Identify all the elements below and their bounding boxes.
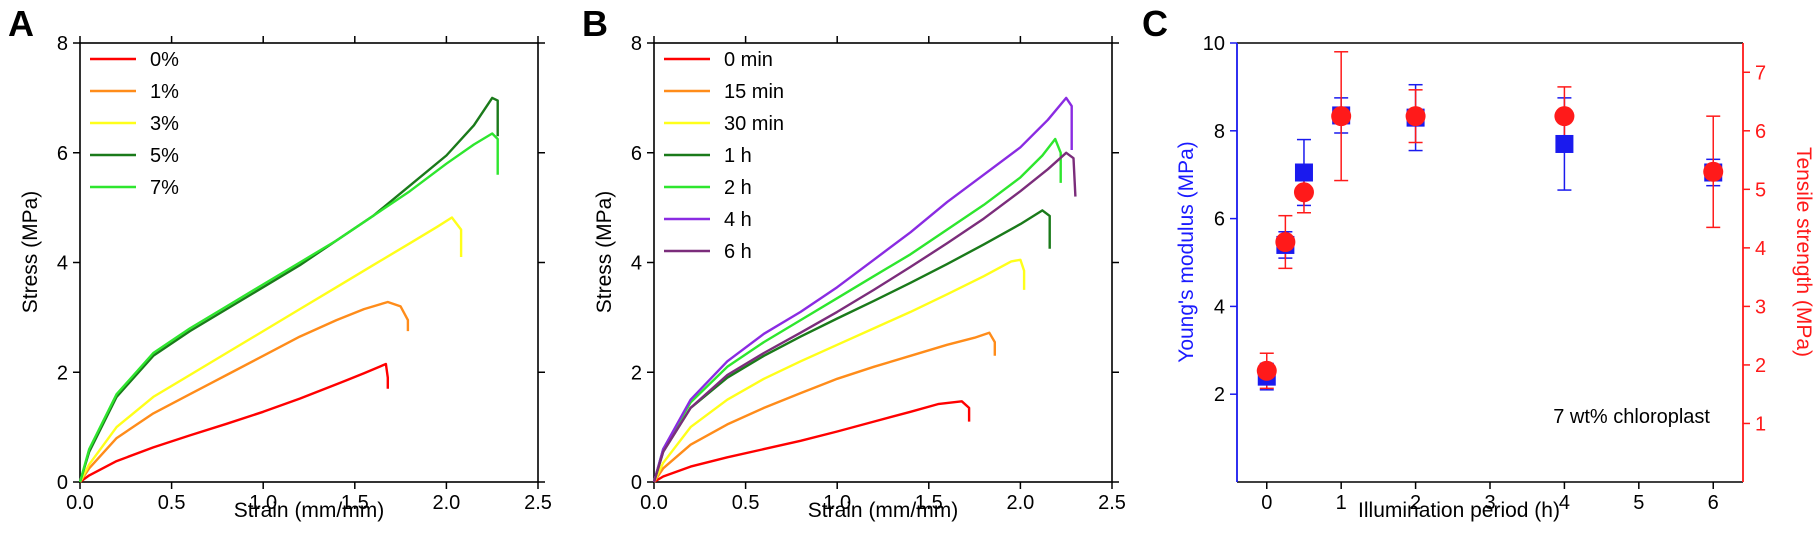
panel-c-point-circle (1554, 106, 1575, 127)
panel-b-xtick-label: 0.0 (640, 492, 668, 514)
panel-b-ytick-label: 4 (631, 253, 642, 275)
panel-c-letter: C (1142, 3, 1168, 44)
panel-b-ytick-label: 2 (631, 362, 642, 384)
panel-c-xtick-label: 2 (1410, 492, 1421, 514)
panel-b: B Strain (mm/mm) Stress (MPa) 0.0 0.5 1.0 1… (582, 3, 1126, 522)
panel-a-plot: 0.0 0.5 1.0 1.5 2.0 2.5 0 2 4 6 8 0% 1% 3% 5% 7% (57, 33, 552, 514)
panel-a-xlabel: Strain (mm/mm) (234, 499, 385, 522)
panel-b-ytick-label: 0 (631, 472, 642, 494)
panel-b-xtick-label: 2.5 (1098, 492, 1126, 514)
panel-a-xtick-label: 0.0 (66, 492, 94, 514)
panel-b-plot: 0.0 0.5 1.0 1.5 2.0 2.5 0 2 4 6 8 0 min 15 min 30 min… (631, 33, 1126, 514)
panel-a-series-line (78, 96, 499, 483)
panel-c-xlabel: Illumination period (h) (1358, 499, 1560, 522)
panel-a-series-line (78, 132, 499, 483)
panel-b-legend-label: 0 min (724, 49, 773, 71)
panel-c-y2tick-label: 2 (1755, 355, 1766, 377)
panel-a-legend-label: 3% (150, 113, 179, 135)
panel-c-ytick-label: 4 (1214, 296, 1225, 318)
panel-a-series-line (78, 216, 463, 483)
panel-a-series-line (79, 362, 389, 483)
panel-a-legend-label: 5% (150, 145, 179, 167)
panel-c-ylabel: Young's modulus (MPa) (1175, 141, 1198, 363)
panel-a-xtick-label: 1.0 (249, 492, 277, 514)
panel-c: C Illumination period (h) Young's modulu… (1142, 3, 1815, 522)
panel-c-point-circle (1275, 232, 1296, 253)
panel-a-ytick-label: 8 (57, 33, 68, 55)
panel-b-ylabel: Stress (MPa) (593, 191, 616, 314)
panel-b-xlabel: Strain (mm/mm) (808, 499, 959, 522)
panel-a-xtick-label: 2.0 (432, 492, 460, 514)
panel-c-y2tick-label: 3 (1755, 296, 1766, 318)
panel-b-ytick-label: 8 (631, 33, 642, 55)
panel-b-series-line (653, 400, 971, 484)
panel-c-point-circle (1331, 106, 1352, 127)
panel-c-xtick-label: 6 (1708, 492, 1719, 514)
panel-a-letter: A (8, 3, 34, 44)
panel-c-point-circle (1256, 360, 1277, 381)
panel-c-y2tick-label: 6 (1755, 121, 1766, 143)
panel-c-point-circle (1293, 182, 1314, 203)
panel-b-legend-label: 6 h (724, 241, 752, 263)
panel-c-xtick-label: 3 (1484, 492, 1495, 514)
panel-b-legend-label: 15 min (724, 81, 784, 103)
panel-a-xtick-label: 1.5 (341, 492, 369, 514)
panel-a-xtick-label: 2.5 (524, 492, 552, 514)
panel-b-legend-label: 2 h (724, 177, 752, 199)
panel-c-point-square (1555, 134, 1574, 153)
panel-c-y2tick-label: 4 (1755, 238, 1766, 260)
panel-c-y2tick-label: 5 (1755, 179, 1766, 201)
panel-c-ytick-label: 8 (1214, 121, 1225, 143)
panel-c-annotation: 7 wt% chloroplast (1553, 406, 1710, 428)
panel-b-ytick-label: 6 (631, 143, 642, 165)
panel-a-legend-label: 7% (150, 177, 179, 199)
panel-c-point-square (1294, 163, 1313, 182)
panel-a-ylabel: Stress (MPa) (19, 191, 42, 314)
panel-a-legend-label: 0% (150, 49, 179, 71)
panel-a-ytick-label: 4 (57, 253, 68, 275)
panel-c-ytick-label: 10 (1203, 33, 1225, 55)
panel-c-y2tick-label: 7 (1755, 62, 1766, 84)
panel-c-xtick-label: 1 (1336, 492, 1347, 514)
panel-b-xtick-label: 1.0 (823, 492, 851, 514)
panel-b-legend-label: 4 h (724, 209, 752, 231)
panel-b-series-line (652, 96, 1073, 483)
panel-a-ytick-label: 2 (57, 362, 68, 384)
panel-c-xtick-label: 0 (1261, 492, 1272, 514)
panel-c-xtick-label: 4 (1559, 492, 1570, 514)
panel-b-series-line (652, 209, 1051, 483)
panel-a-legend-label: 1% (150, 81, 179, 103)
panel-a-xtick-label: 0.5 (158, 492, 186, 514)
panel-b-legend-label: 30 min (724, 113, 784, 135)
panel-a: A Strain (mm/mm) Stress (MPa) 0.0 0.5 1.0 1… (8, 3, 552, 522)
panel-b-legend-label: 1 h (724, 145, 752, 167)
panel-b-series-line (652, 258, 1026, 483)
panel-b-xtick-label: 1.5 (915, 492, 943, 514)
panel-c-point-circle (1703, 161, 1724, 182)
panel-b-xtick-label: 0.5 (732, 492, 760, 514)
panel-c-ytick-label: 6 (1214, 209, 1225, 231)
panel-b-series-line (652, 151, 1077, 483)
panel-a-series-line (79, 300, 410, 483)
panel-b-xtick-label: 2.0 (1006, 492, 1034, 514)
panel-b-series-line (652, 137, 1062, 483)
panel-b-series-line (653, 331, 996, 483)
panel-c-y2label: Tensile strength (MPa) (1792, 147, 1815, 357)
panel-c-y2tick-label: 1 (1755, 413, 1766, 435)
panel-b-letter: B (582, 3, 608, 44)
panel-a-ytick-label: 6 (57, 143, 68, 165)
panel-c-ytick-label: 2 (1214, 384, 1225, 406)
panel-c-point-circle (1405, 106, 1426, 127)
panel-b-frame (653, 42, 1113, 483)
panel-c-xtick-label: 5 (1633, 492, 1644, 514)
panel-a-ytick-label: 0 (57, 472, 68, 494)
